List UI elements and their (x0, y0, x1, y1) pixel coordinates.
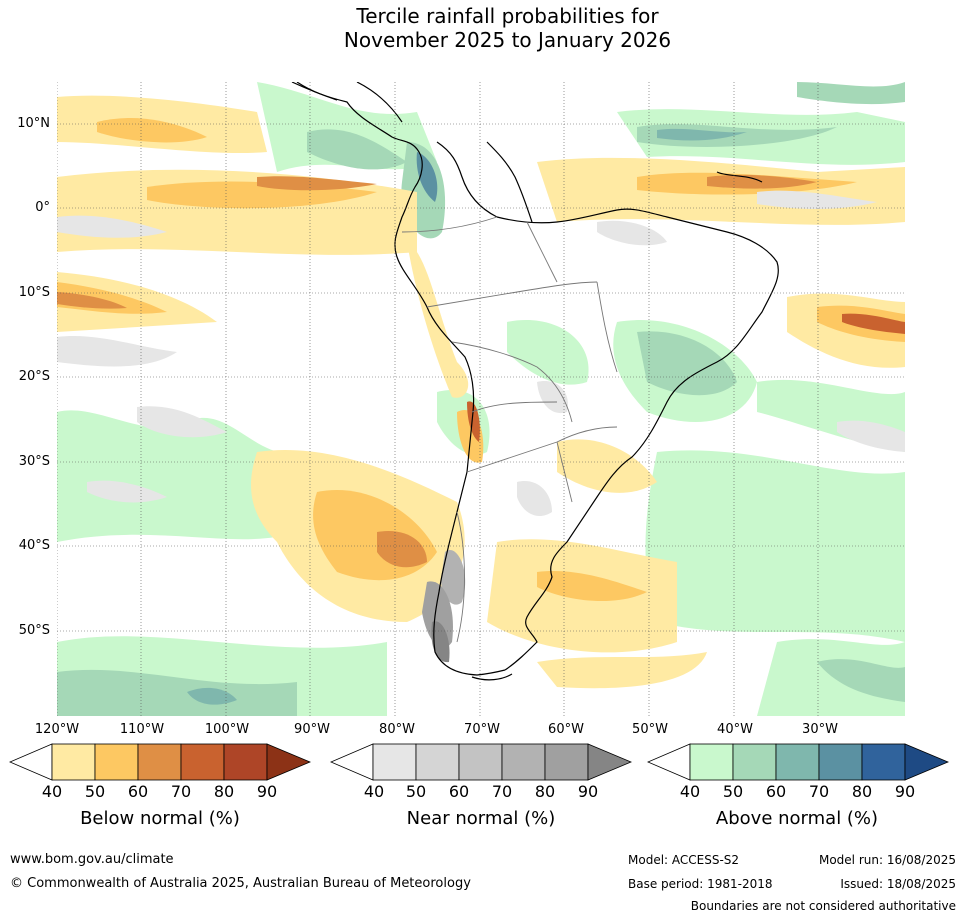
below-tick: 60 (127, 782, 149, 801)
colorbar-segment (732, 743, 777, 781)
lon-label: 70°W (464, 722, 500, 737)
coastline (291, 82, 779, 681)
model-run: Model run: 16/08/2025 (818, 853, 956, 867)
below-normal-shading (57, 95, 905, 689)
colorbar-segment (861, 743, 906, 781)
near-tick: 60 (448, 782, 470, 801)
near-tick: 90 (577, 782, 599, 801)
lon-label: 120°W (34, 722, 80, 737)
lon-label: 40°W (717, 722, 753, 737)
colorbar-low-extension (647, 743, 691, 781)
lat-label: 0° (35, 200, 50, 215)
colorbar-low-extension (9, 743, 53, 781)
lon-label: 60°W (548, 722, 584, 737)
above-tick: 80 (851, 782, 873, 801)
colorbar-segment (818, 743, 863, 781)
above-normal-colorbar (647, 743, 949, 781)
near-tick: 40 (363, 782, 385, 801)
colorbar-low-extension (330, 743, 374, 781)
below-normal-legend-title: Below normal (%) (80, 808, 240, 829)
colorbar-segment (458, 743, 503, 781)
lat-label: 50°S (18, 623, 50, 638)
near-tick: 80 (534, 782, 556, 801)
gridlines (57, 82, 905, 716)
colorbar-segment (137, 743, 182, 781)
boundary-disclaimer: Boundaries are not considered authoritat… (690, 899, 956, 913)
lon-label: 30°W (802, 722, 838, 737)
title-line-2: November 2025 to January 2026 (343, 28, 672, 52)
model-name: Model: ACCESS-S2 (628, 853, 740, 867)
colorbar-segment (689, 743, 734, 781)
lat-label: 10°S (18, 285, 50, 300)
below-tick: 70 (170, 782, 192, 801)
lon-label: 50°W (632, 722, 668, 737)
lon-label: 110°W (119, 722, 165, 737)
above-tick: 90 (894, 782, 916, 801)
base-period: Base period: 1981-2018 (628, 877, 773, 891)
above-normal-shading (57, 82, 905, 716)
website-link[interactable]: www.bom.gov.au/climate (10, 852, 174, 867)
probability-map (57, 82, 905, 716)
above-normal-legend-title: Above normal (%) (715, 808, 879, 829)
lon-label: 100°W (204, 722, 250, 737)
near-tick: 50 (405, 782, 427, 801)
lat-label: 10°N (17, 116, 50, 131)
above-tick: 50 (722, 782, 744, 801)
near-tick: 70 (491, 782, 513, 801)
colorbar-high-extension (904, 743, 949, 781)
near-normal-colorbar (330, 743, 632, 781)
lon-label: 80°W (379, 722, 415, 737)
below-normal-colorbar (9, 743, 311, 781)
map-svg (57, 82, 905, 716)
below-tick: 40 (41, 782, 63, 801)
near-normal-legend-title: Near normal (%) (406, 808, 556, 829)
below-tick: 90 (256, 782, 278, 801)
colorbar-segment (372, 743, 417, 781)
copyright: © Commonwealth of Australia 2025, Austra… (10, 876, 471, 891)
colorbar-high-extension (266, 743, 311, 781)
colorbar-segment (501, 743, 546, 781)
lat-label: 40°S (18, 538, 50, 553)
colorbar-segment (94, 743, 139, 781)
map-title: Tercile rainfall probabilities for Novem… (0, 4, 965, 52)
below-tick: 50 (84, 782, 106, 801)
colorbar-segment (51, 743, 96, 781)
colorbar-segment (544, 743, 589, 781)
below-tick: 80 (213, 782, 235, 801)
country-borders (401, 216, 618, 643)
colorbar-high-extension (587, 743, 632, 781)
above-tick: 40 (679, 782, 701, 801)
above-tick: 60 (765, 782, 787, 801)
above-tick: 70 (808, 782, 830, 801)
colorbar-segment (775, 743, 820, 781)
colorbar-segment (180, 743, 225, 781)
colorbar-segment (415, 743, 460, 781)
lat-label: 30°S (18, 454, 50, 469)
issued-date: Issued: 18/08/2025 (840, 877, 956, 891)
lat-label: 20°S (18, 369, 50, 384)
lon-label: 90°W (294, 722, 330, 737)
title-line-1: Tercile rainfall probabilities for (356, 4, 659, 28)
colorbar-segment (223, 743, 268, 781)
